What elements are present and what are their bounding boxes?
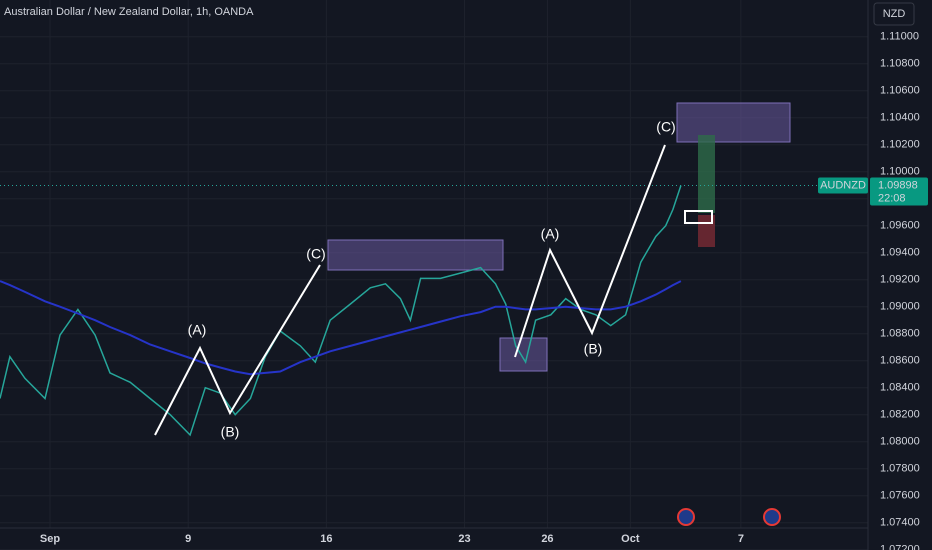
event-icon[interactable] xyxy=(763,508,781,526)
y-tick-label: 1.09200 xyxy=(880,274,920,286)
y-tick-label: 1.08200 xyxy=(880,409,920,421)
y-tick-label: 1.09400 xyxy=(880,247,920,259)
series-line xyxy=(0,185,682,437)
x-tick-label: 23 xyxy=(458,533,470,545)
last-price-label: 1.09898 xyxy=(878,179,918,191)
x-tick-label: 16 xyxy=(320,533,332,545)
y-tick-label: 1.08800 xyxy=(880,328,920,340)
y-tick-label: 1.09000 xyxy=(880,301,920,313)
event-icon[interactable] xyxy=(677,508,695,526)
zone-box xyxy=(499,337,548,372)
wave-label: (A) xyxy=(188,322,207,338)
wave-label: (C) xyxy=(306,246,325,262)
y-tick-label: 1.08000 xyxy=(880,436,920,448)
entry-box xyxy=(684,210,713,224)
y-tick-label: 1.07600 xyxy=(880,490,920,502)
x-tick-label: Oct xyxy=(621,533,640,545)
x-tick-label: 7 xyxy=(738,533,744,545)
y-tick-label: 1.07400 xyxy=(880,517,920,529)
plot xyxy=(0,184,868,437)
y-tick-label: 1.10200 xyxy=(880,139,920,151)
grid xyxy=(0,0,868,550)
y-tick-label: 1.07200 xyxy=(880,544,920,550)
chart-title: Australian Dollar / New Zealand Dollar, … xyxy=(4,6,254,18)
y-tick-label: 1.10000 xyxy=(880,166,920,178)
wave-label: (A) xyxy=(541,226,560,242)
wave-line xyxy=(514,144,666,358)
price-tag xyxy=(870,177,928,206)
y-tick-label: 1.09600 xyxy=(880,220,920,232)
currency: NZD xyxy=(883,8,906,20)
x-tick-label: Sep xyxy=(40,533,60,545)
symbol-tag xyxy=(818,177,868,194)
y-tick-label: 1.08600 xyxy=(880,355,920,367)
wave-label: (C) xyxy=(656,119,675,135)
y-tick-label: 1.08400 xyxy=(880,382,920,394)
axis-labels: 1.07200 1.07400 1.07600 1.07800 1.08000 1.082… xyxy=(40,31,928,550)
y-tick-label: 1.10600 xyxy=(880,85,920,97)
x-tick-label: 26 xyxy=(541,533,553,545)
wave-label: (B) xyxy=(584,341,603,357)
y-tick-label: 1.10800 xyxy=(880,58,920,70)
symbol-label: AUDNZD xyxy=(820,179,866,191)
price-axis xyxy=(868,0,932,550)
x-tick-label: 9 xyxy=(185,533,191,545)
y-tick-label: 1.11000 xyxy=(880,31,919,43)
target-zone xyxy=(698,135,715,213)
zone-box xyxy=(327,239,504,271)
y-tick-label: 1.07800 xyxy=(880,463,920,475)
wave-label: (B) xyxy=(221,424,240,440)
series-line xyxy=(0,280,682,376)
wave-line xyxy=(154,264,321,436)
countdown-label: 22:08 xyxy=(878,192,906,204)
y-tick-label: 1.10400 xyxy=(880,112,920,124)
zone-box xyxy=(676,102,791,143)
currency-button[interactable] xyxy=(873,2,915,26)
